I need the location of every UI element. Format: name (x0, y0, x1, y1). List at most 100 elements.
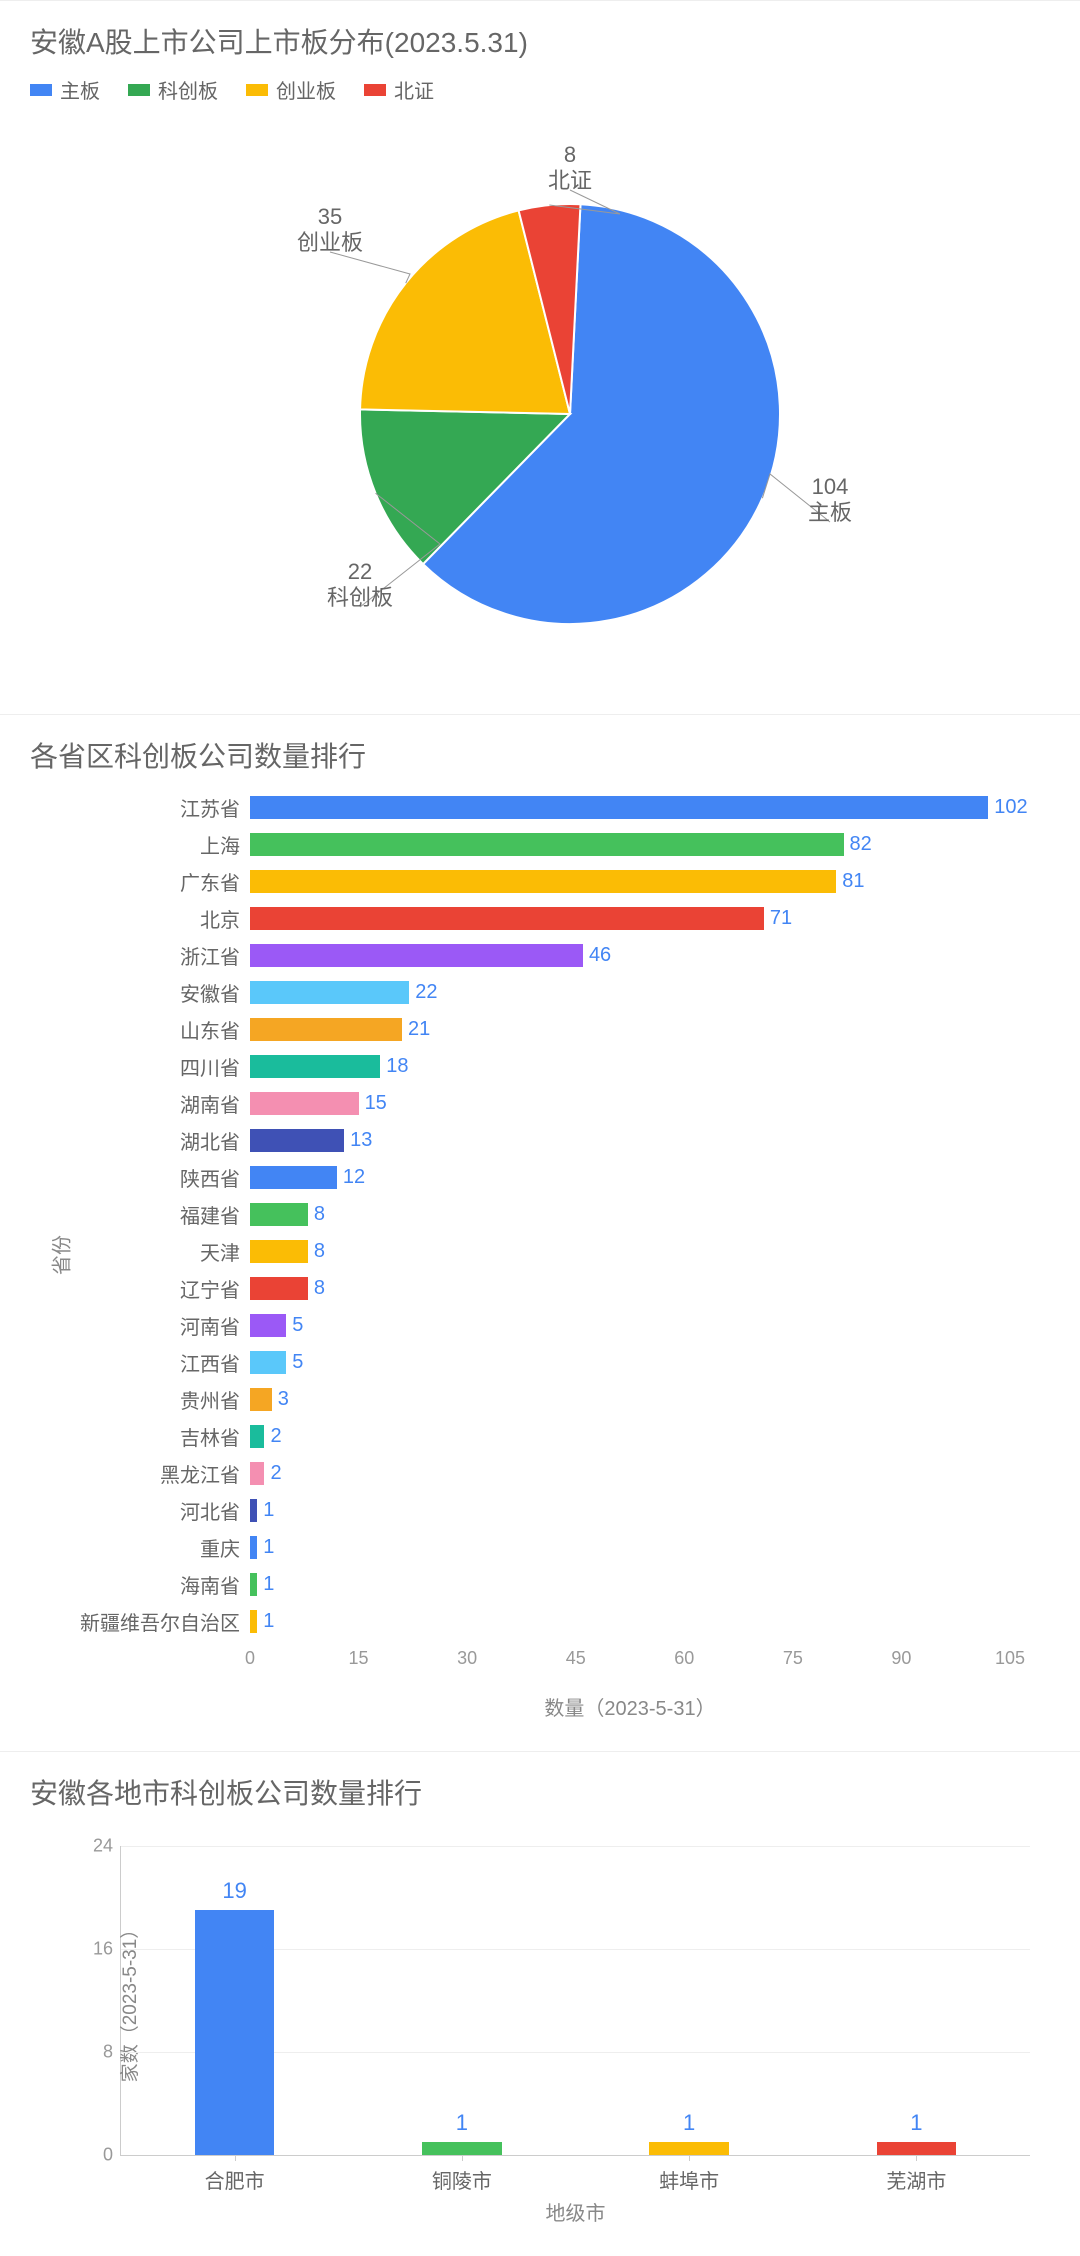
hbar-value: 1 (263, 1573, 274, 1596)
hbar-category: 湖南省 (30, 1089, 240, 1118)
vbar-xtick: 芜湖市 (886, 2165, 946, 2194)
pie-value: 104 (812, 474, 849, 499)
vbar-ytick: 0 (103, 2145, 113, 2166)
hbar-row: 陕西省12 (250, 1159, 1010, 1196)
hbar-xtick: 105 (995, 1648, 1025, 1669)
hbar-bar (250, 1055, 380, 1078)
hbar-bar (250, 1388, 272, 1411)
hbar-row: 河北省1 (250, 1492, 1010, 1529)
hbar-bar (250, 796, 988, 819)
vbar-ytick: 24 (93, 1836, 113, 1857)
hbar-category: 河南省 (30, 1311, 240, 1340)
vbar-panel: 安徽各地市科创板公司数量排行 家数（2023-5-31） 地级市 0816241… (0, 1751, 1080, 2256)
legend-label: 主板 (60, 75, 100, 104)
hbar-bar (250, 870, 836, 893)
hbar-bar (250, 1092, 359, 1115)
hbar-value: 1 (263, 1610, 274, 1633)
hbar-category: 上海 (30, 830, 240, 859)
hbar-row: 贵州省3 (250, 1381, 1010, 1418)
hbar-bar (250, 1462, 264, 1485)
pie-value: 22 (348, 559, 372, 584)
hbar-xaxis: 0153045607590105 (250, 1648, 1010, 1688)
pie-leader-line (330, 252, 410, 283)
hbar-bar (250, 1277, 308, 1300)
hbar-bar (250, 1536, 257, 1559)
hbar-value: 15 (365, 1092, 387, 1115)
hbar-value: 2 (270, 1425, 281, 1448)
hbar-xtick: 15 (349, 1648, 369, 1669)
hbar-row: 吉林省2 (250, 1418, 1010, 1455)
legend-item: 科创板 (128, 75, 218, 104)
hbar-category: 北京 (30, 904, 240, 933)
legend-label: 北证 (394, 75, 434, 104)
hbar-category: 江西省 (30, 1348, 240, 1377)
hbar-row: 江苏省102 (250, 789, 1010, 826)
hbar-row: 北京71 (250, 900, 1010, 937)
hbar-category: 广东省 (30, 867, 240, 896)
hbar-category: 四川省 (30, 1052, 240, 1081)
vbar-bar (422, 2142, 502, 2155)
hbar-bar (250, 833, 844, 856)
hbar-category: 山东省 (30, 1015, 240, 1044)
vbar-ytick: 16 (93, 1939, 113, 1960)
hbar-category: 湖北省 (30, 1126, 240, 1155)
pie-label: 主板 (808, 500, 852, 525)
pie-legend: 主板科创板创业板 北证 (30, 75, 1050, 104)
hbar-value: 82 (850, 833, 872, 856)
hbar-category: 海南省 (30, 1570, 240, 1599)
hbar-category: 浙江省 (30, 941, 240, 970)
hbar-xtick: 0 (245, 1648, 255, 1669)
hbar-value: 1 (263, 1499, 274, 1522)
hbar-category: 河北省 (30, 1496, 240, 1525)
hbar-bar (250, 1314, 286, 1337)
hbar-bar (250, 1499, 257, 1522)
vbar-title: 安徽各地市科创板公司数量排行 (30, 1772, 1050, 1812)
hbar-category: 安徽省 (30, 978, 240, 1007)
hbar-title: 各省区科创板公司数量排行 (30, 735, 1050, 775)
vbar-ylabel: 家数（2023-5-31） (115, 1919, 142, 2082)
vbar-ytick: 8 (103, 2042, 113, 2063)
hbar-value: 22 (415, 981, 437, 1004)
hbar-value: 5 (292, 1314, 303, 1337)
hbar-row: 山东省21 (250, 1011, 1010, 1048)
vbar-xtick: 合肥市 (205, 2165, 265, 2194)
hbar-row: 天津8 (250, 1233, 1010, 1270)
hbar-xlabel: 数量（2023-5-31） (250, 1692, 1010, 1721)
hbar-bar (250, 1203, 308, 1226)
hbar-value: 8 (314, 1240, 325, 1263)
hbar-xtick: 60 (674, 1648, 694, 1669)
hbar-row: 浙江省46 (250, 937, 1010, 974)
pie-label: 北证 (548, 168, 592, 193)
hbar-value: 18 (386, 1055, 408, 1078)
hbar-category: 新疆维吾尔自治区 (30, 1607, 240, 1636)
hbar-category: 福建省 (30, 1200, 240, 1229)
vbar-bar (877, 2142, 957, 2155)
hbar-bar (250, 1573, 257, 1596)
legend-swatch (128, 84, 150, 96)
vbar-xlabel: 地级市 (546, 2197, 606, 2226)
hbar-category: 吉林省 (30, 1422, 240, 1451)
hbar-chart: 江苏省102上海82广东省81北京71浙江省46安徽省22山东省21四川省18湖… (30, 789, 1050, 1640)
hbar-xtick: 90 (891, 1648, 911, 1669)
pie-title: 安徽A股上市公司上市板分布(2023.5.31) (30, 21, 1050, 61)
hbar-value: 12 (343, 1166, 365, 1189)
vbar-xtick-line (689, 2155, 690, 2161)
hbar-value: 13 (350, 1129, 372, 1152)
vbar-xtick-line (235, 2155, 236, 2161)
hbar-category: 贵州省 (30, 1385, 240, 1414)
hbar-value: 102 (994, 796, 1027, 819)
hbar-bar (250, 1166, 337, 1189)
legend-item: 北证 (364, 75, 434, 104)
hbar-row: 广东省81 (250, 863, 1010, 900)
vbar-bar (195, 1910, 275, 2155)
pie-value: 35 (318, 204, 342, 229)
hbar-row: 湖北省13 (250, 1122, 1010, 1159)
vbar-xtick: 铜陵市 (432, 2165, 492, 2194)
pie-label: 科创板 (327, 585, 393, 610)
hbar-value: 46 (589, 944, 611, 967)
hbar-value: 8 (314, 1203, 325, 1226)
vbar-chart: 家数（2023-5-31） 地级市 08162419合肥市1铜陵市1蚌埠市1芜湖… (30, 1826, 1050, 2226)
hbar-xtick: 30 (457, 1648, 477, 1669)
hbar-row: 安徽省22 (250, 974, 1010, 1011)
legend-item: 创业板 (246, 75, 336, 104)
